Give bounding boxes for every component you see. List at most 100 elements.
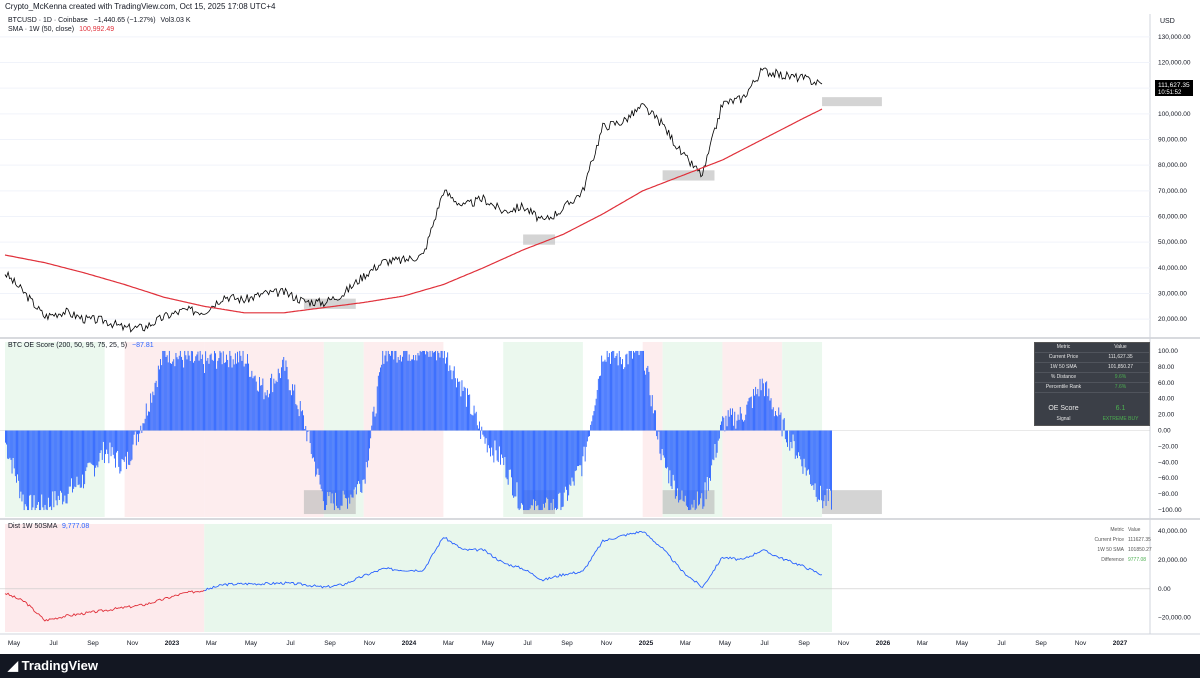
oe-bar <box>144 418 146 431</box>
oe-bar <box>365 430 367 462</box>
oe-bar <box>689 430 691 511</box>
oe-bar <box>121 430 123 459</box>
oe-bar <box>166 355 168 431</box>
oe-bar <box>253 376 255 431</box>
oe-bar <box>748 398 750 431</box>
oe-bar <box>427 351 429 431</box>
oe-bar <box>688 430 689 511</box>
oe-bar <box>643 350 644 431</box>
oe-bar <box>461 380 463 431</box>
oe-bar <box>626 353 628 431</box>
oe-bar <box>113 430 115 459</box>
oe-bar <box>183 367 185 431</box>
oe-bar <box>357 430 358 485</box>
oe-bar <box>771 409 773 431</box>
oe-bar <box>627 364 629 431</box>
oe-bar <box>714 430 716 445</box>
oe-tick-label: 20.00 <box>1158 412 1175 419</box>
oe-bar <box>514 430 516 497</box>
oe-bar <box>29 430 31 496</box>
oe-bar <box>723 417 725 431</box>
oe-bar <box>338 430 340 509</box>
oe-bar <box>286 366 288 431</box>
oe-bar <box>366 430 368 468</box>
btc-price-line <box>4 67 823 333</box>
oe-bar <box>99 430 101 453</box>
sma-legend: SMA · 1W (50, close) 100,992.49 <box>8 26 114 33</box>
highlight-box <box>523 234 556 245</box>
oe-bar <box>434 351 435 431</box>
oe-bar <box>88 430 90 463</box>
oe-bar <box>102 430 104 442</box>
oe-bar <box>11 430 13 474</box>
oe-bar <box>22 430 24 495</box>
oe-bar <box>436 360 438 431</box>
oe-bar <box>569 430 571 485</box>
oe-tick-label: −100.00 <box>1158 507 1182 514</box>
highlight-box <box>822 490 882 515</box>
oe-bar <box>409 360 411 431</box>
oe-bar <box>524 430 526 511</box>
oe-bar <box>570 430 572 486</box>
oe-bar <box>233 364 235 431</box>
oe-bar <box>705 430 707 500</box>
oe-bar <box>809 430 810 475</box>
oe-bar <box>426 350 428 431</box>
oe-bar <box>622 359 623 431</box>
oe-bar <box>110 430 112 457</box>
oe-bar <box>573 430 575 486</box>
oe-bar <box>701 430 703 494</box>
tradingview-logo[interactable]: ◢ TradingView <box>8 658 98 673</box>
oe-bar <box>274 383 276 431</box>
chart-canvas[interactable]: 130,000.00120,000.00110,000.00100,000.00… <box>0 14 1200 654</box>
oe-bar <box>355 430 357 495</box>
oe-bar <box>538 430 540 511</box>
oe-bar <box>119 430 121 474</box>
time-tick-label: Sep <box>561 640 573 647</box>
oe-bar <box>555 430 556 508</box>
oe-bar <box>254 375 256 431</box>
oe-bar <box>263 399 265 431</box>
oe-bar <box>89 430 91 463</box>
oe-bar <box>572 430 574 482</box>
oe-bar <box>629 351 631 431</box>
oe-bar <box>608 353 610 431</box>
signal-row: Signal EXTREME BUY <box>1056 416 1139 422</box>
oe-bar <box>27 430 28 511</box>
oe-bar <box>132 430 134 445</box>
oe-bar <box>128 430 130 465</box>
oe-bar <box>248 363 249 431</box>
oe-bar <box>574 430 576 472</box>
oe-bar <box>641 350 643 431</box>
oe-bar <box>272 392 274 431</box>
oe-bar <box>294 384 296 431</box>
oe-bar <box>769 400 771 431</box>
oe-bar <box>607 357 609 431</box>
oe-bar <box>164 350 166 431</box>
oe-bar <box>710 430 711 481</box>
oe-bar <box>702 430 704 509</box>
oe-bar <box>247 354 248 431</box>
oe-bar <box>698 430 699 506</box>
oe-bar <box>406 350 408 431</box>
time-tick-label: 2024 <box>402 640 417 647</box>
oe-bar <box>726 426 728 431</box>
oe-bar <box>45 430 47 510</box>
oe-bar <box>307 430 309 432</box>
oe-bar <box>335 430 336 493</box>
oe-bar <box>767 396 769 431</box>
oe-bar <box>545 430 546 503</box>
oe-bar <box>330 430 332 504</box>
oe-bar <box>513 430 515 498</box>
oe-bar <box>97 430 99 468</box>
oe-bar <box>16 430 17 483</box>
oe-bar <box>610 363 611 431</box>
oe-bar <box>568 430 570 496</box>
oe-bar <box>239 350 241 431</box>
oe-bar <box>611 351 612 431</box>
oe-bar <box>453 366 455 431</box>
oe-bar <box>192 351 193 431</box>
oe-bar <box>241 360 243 431</box>
oe-bar <box>83 430 84 489</box>
oe-bar <box>388 354 390 431</box>
